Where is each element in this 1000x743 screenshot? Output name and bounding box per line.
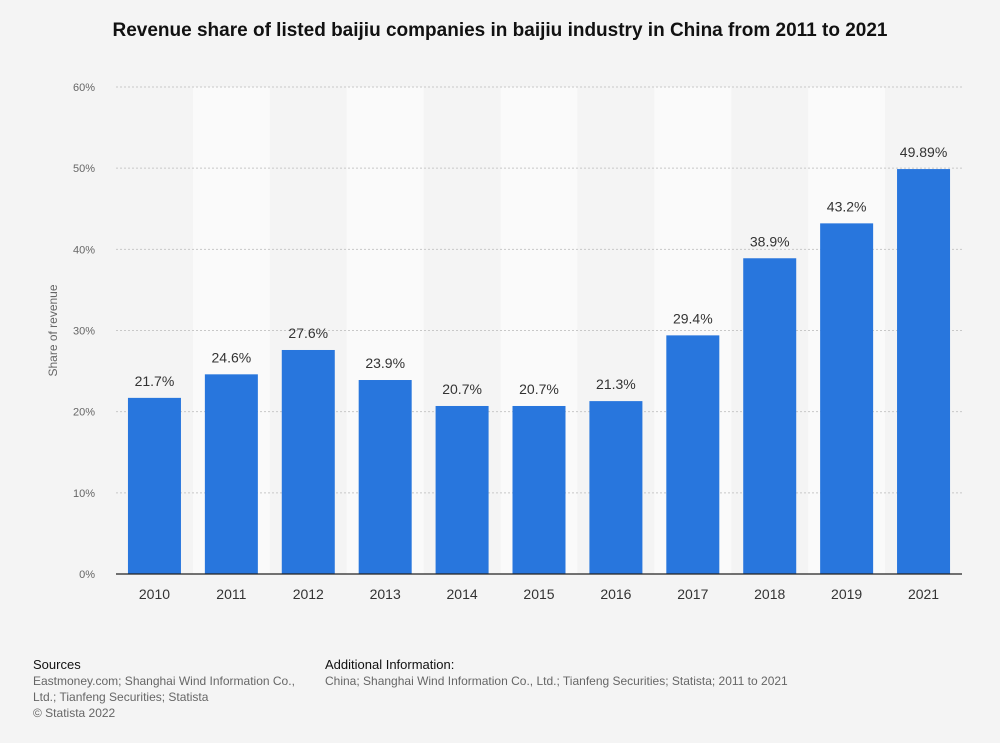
x-tick-label: 2018 xyxy=(754,586,785,602)
additional-info-text: China; Shanghai Wind Information Co., Lt… xyxy=(325,674,788,688)
x-tick-label: 2017 xyxy=(677,586,708,602)
additional-info-heading: Additional Information: xyxy=(325,657,455,672)
bar-2021[interactable] xyxy=(897,169,951,574)
bar-2018[interactable] xyxy=(743,258,797,574)
bar-2012[interactable] xyxy=(281,349,335,574)
data-label: 38.9% xyxy=(750,233,790,249)
copyright[interactable]: © Statista 2022 xyxy=(33,706,116,720)
x-tick-label: 2011 xyxy=(216,586,246,602)
bar-chart: 0% 10% 20% 30% 40% 50% 60% Share of revenue 21.7… xyxy=(46,82,962,602)
data-label: 43.2% xyxy=(827,198,867,214)
x-tick-label: 2014 xyxy=(447,586,478,602)
x-tick-label: 2021 xyxy=(908,586,939,602)
y-tick-label: 0% xyxy=(79,569,95,581)
bar-2011[interactable] xyxy=(204,374,258,574)
sources-heading: Sources xyxy=(33,657,81,672)
bar-2019[interactable] xyxy=(820,223,874,575)
x-tick-label: 2019 xyxy=(831,586,862,602)
bar-2013[interactable] xyxy=(358,380,412,574)
bar-2010[interactable] xyxy=(127,397,181,574)
data-label: 49.89% xyxy=(900,144,947,160)
sources-text: Eastmoney.com; Shanghai Wind Information… xyxy=(33,674,295,704)
y-tick-label: 10% xyxy=(73,488,95,500)
x-tick-label: 2015 xyxy=(523,586,554,602)
y-tick-label: 60% xyxy=(73,82,95,94)
bar-2015[interactable] xyxy=(512,405,566,574)
y-tick-label: 20% xyxy=(73,407,95,419)
data-label: 21.3% xyxy=(596,376,636,392)
additional-info-block: Additional Information: China; Shanghai … xyxy=(325,657,885,689)
x-tick-label: 2012 xyxy=(293,586,324,602)
x-tick-label: 2016 xyxy=(600,586,631,602)
y-tick-label: 30% xyxy=(73,326,95,338)
x-tick-label: 2013 xyxy=(370,586,401,602)
data-label: 23.9% xyxy=(365,355,405,371)
data-label: 21.7% xyxy=(135,373,175,389)
data-label: 20.7% xyxy=(442,381,482,397)
y-axis-title: Share of revenue xyxy=(46,284,60,376)
data-label: 27.6% xyxy=(288,325,328,341)
sources-block: Sources Eastmoney.com; Shanghai Wind Inf… xyxy=(33,657,313,721)
y-tick-label: 40% xyxy=(73,244,95,256)
bar-2017[interactable] xyxy=(666,335,720,574)
data-label: 24.6% xyxy=(212,349,252,365)
bar-2016[interactable] xyxy=(589,401,643,574)
data-label: 20.7% xyxy=(519,381,559,397)
chart-title: Revenue share of listed baijiu companies… xyxy=(112,20,888,41)
bar-2014[interactable] xyxy=(435,405,489,574)
data-label: 29.4% xyxy=(673,310,713,326)
x-tick-label: 2010 xyxy=(139,586,170,602)
y-tick-label: 50% xyxy=(73,163,95,175)
